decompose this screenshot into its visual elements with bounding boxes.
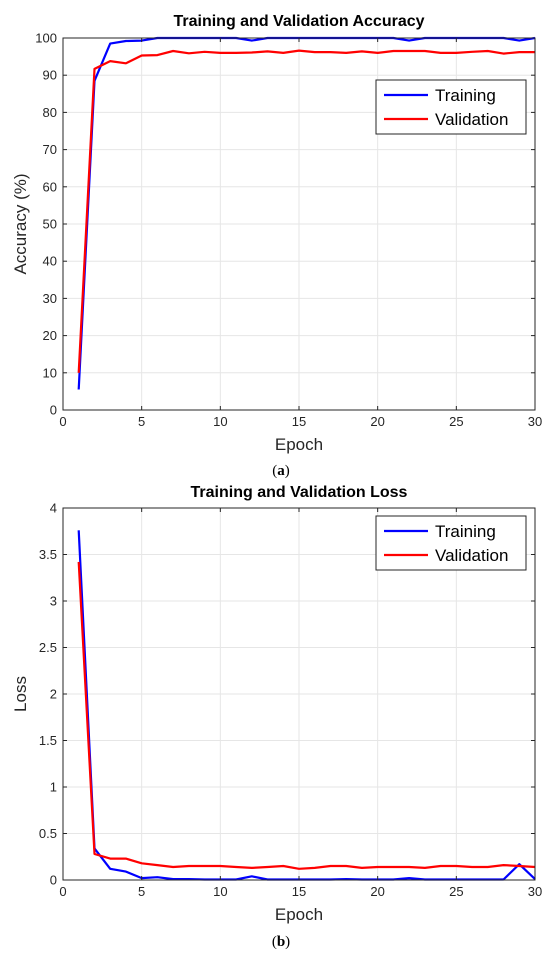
x-tick-label: 20 [370,414,384,429]
x-tick-label: 10 [213,414,227,429]
y-tick-label: 70 [43,142,57,157]
legend: Training Validation [375,79,527,135]
legend: Training Validation [375,515,527,571]
y-tick-label: 0 [50,403,57,418]
legend-label-training: Training [435,522,496,541]
x-tick-label: 15 [292,414,306,429]
x-tick-label: 0 [59,884,66,899]
panel-caption: (a) [272,463,290,479]
x-axis-label: Epoch [275,435,323,454]
y-tick-label: 50 [43,217,57,232]
chart-title: Training and Validation Accuracy [173,13,424,30]
y-tick-label: 1.5 [39,733,57,748]
x-tick-label: 0 [59,414,66,429]
legend-label-validation: Validation [435,546,508,565]
panel-caption: (b) [272,934,290,950]
y-tick-label: 10 [43,365,57,380]
legend-label-validation: Validation [435,110,508,129]
chart-loss: 0 5 10 15 20 25 30 0 0.5 1 1.5 2 2.5 3 3.5 4 Training an… [11,484,542,950]
y-tick-label: 2 [50,687,57,702]
legend-box [375,79,527,135]
chart-accuracy: 0 5 10 15 20 25 30 0 10 20 30 40 50 60 70 80 90 100 Traini… [11,13,542,479]
y-axis-label: Loss [11,676,30,712]
y-tick-label: 0.5 [39,826,57,841]
x-tick-label: 10 [213,884,227,899]
y-tick-label: 30 [43,291,57,306]
y-tick-label: 60 [43,179,57,194]
y-tick-label: 3 [50,594,57,609]
x-tick-label: 5 [138,884,145,899]
y-tick-label: 4 [50,501,57,516]
y-tick-label: 3.5 [39,547,57,562]
x-tick-label: 25 [449,884,463,899]
x-tick-label: 20 [370,884,384,899]
y-tick-label: 2.5 [39,640,57,655]
series-line-validation [77,561,536,870]
y-tick-label: 40 [43,254,57,269]
y-tick-label: 1 [50,780,57,795]
x-tick-label: 5 [138,414,145,429]
x-tick-label: 25 [449,414,463,429]
x-tick-label: 30 [528,884,542,899]
chart-title: Training and Validation Loss [191,484,408,501]
x-tick-label: 15 [292,884,306,899]
legend-label-training: Training [435,86,496,105]
y-tick-label: 100 [35,31,57,46]
x-tick-label: 30 [528,414,542,429]
y-tick-label: 80 [43,105,57,120]
series-line-validation [77,49,535,373]
legend-box [375,515,527,571]
y-tick-label: 20 [43,328,57,343]
y-axis-label: Accuracy (%) [11,173,30,274]
y-tick-label: 90 [43,68,57,83]
x-axis-label: Epoch [275,905,323,924]
y-tick-label: 0 [50,873,57,888]
